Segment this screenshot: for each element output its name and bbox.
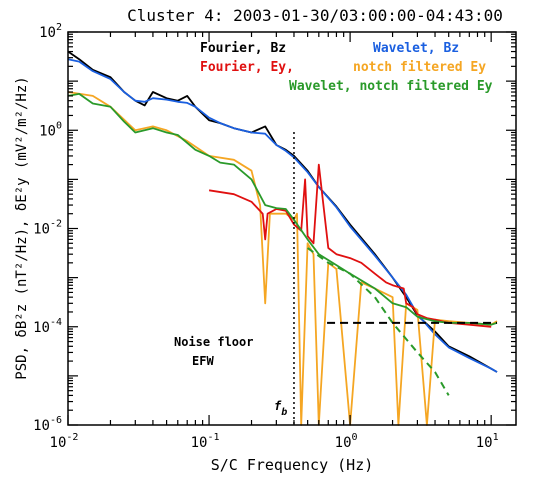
x-tick-label: 10-2 — [50, 432, 79, 451]
noise-floor-label: Noise floor — [174, 335, 253, 349]
x-tick-label: 100 — [335, 432, 358, 451]
y-tick-label: 10-6 — [33, 415, 62, 434]
series-line-fourier-ey — [208, 163, 492, 328]
y-tick-label: 102 — [39, 22, 62, 41]
series-line-notch-filtered-ey — [67, 91, 498, 426]
y-axis-label: PSD, δB²z (nT²/Hz), δE²y (mV²/m²/Hz) — [14, 76, 30, 379]
series-line-dashed-extension — [307, 247, 450, 396]
legend-notch-ey: notch filtered Ey — [353, 60, 486, 75]
y-tick-label: 10-2 — [33, 219, 62, 238]
legend-fourier-bz: Fourier, Bz — [200, 41, 286, 56]
fb-label: fb — [274, 399, 287, 418]
legend-wavelet-notch-ey: Wavelet, notch filtered Ey — [289, 79, 493, 94]
series-line-wavelet-notch-filtered-ey — [67, 93, 498, 326]
x-tick-label: 101 — [476, 432, 499, 451]
chart-title: Cluster 4: 2003-01-30/03:00:00-04:43:00 — [127, 6, 503, 25]
y-tick-label: 10-4 — [33, 317, 62, 336]
series-line-wavelet-bz — [67, 58, 498, 373]
y-tick-label: 100 — [39, 120, 62, 139]
series-line-fourier-bz — [67, 50, 498, 373]
annotation-layer: fb — [274, 132, 498, 425]
x-axis-label: S/C Frequency (Hz) — [211, 456, 374, 474]
legend-fourier-ey: Fourier, Ey, — [200, 60, 294, 75]
noise-floor-sublabel: EFW — [192, 354, 214, 368]
legend-wavelet-bz: Wavelet, Bz — [373, 41, 459, 56]
x-tick-label: 10-1 — [191, 432, 220, 451]
series-layer — [67, 50, 498, 426]
